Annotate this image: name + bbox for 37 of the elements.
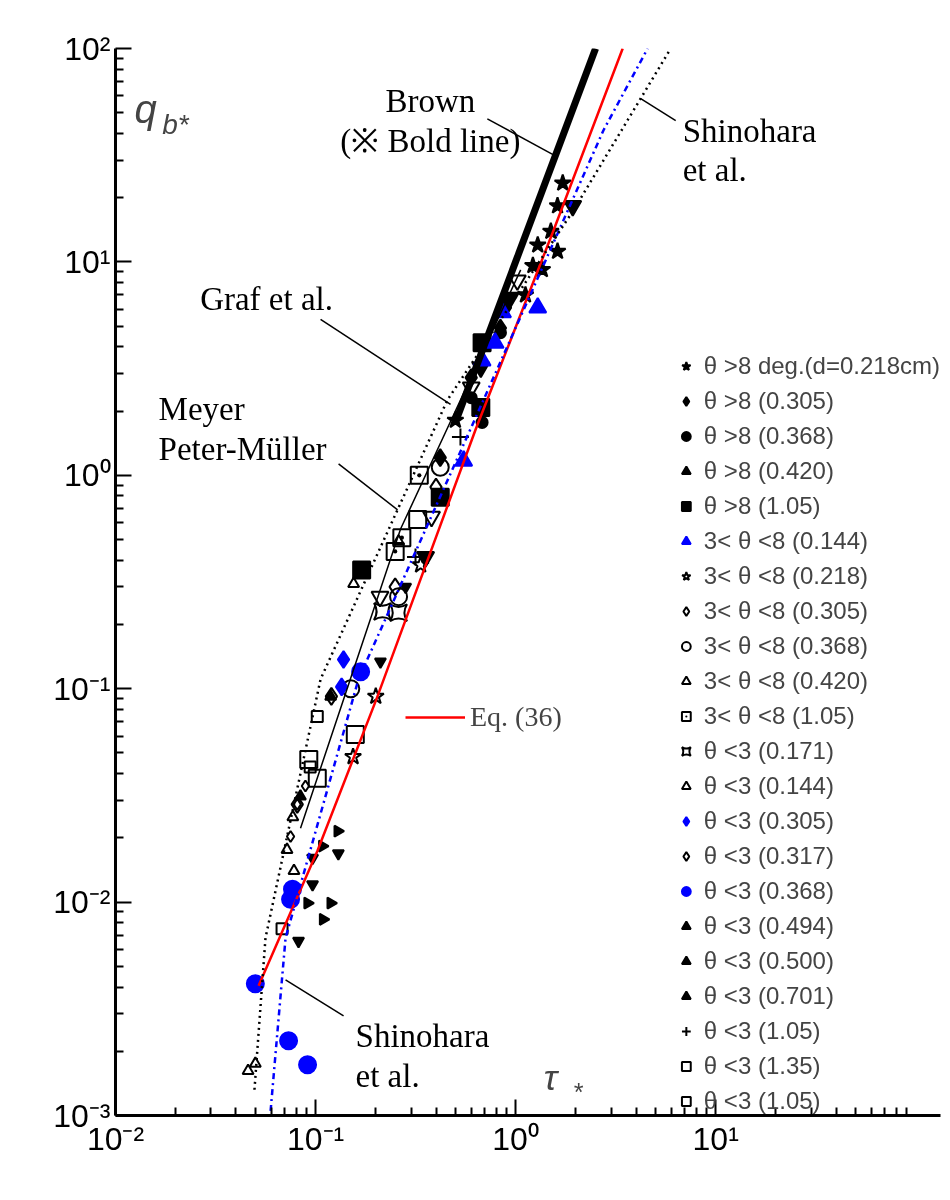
legend-label: θ <3 (0.317) (703, 841, 834, 870)
legend-label: θ <3 (1.35) (703, 1051, 821, 1080)
annotation: Graf et al. (200, 281, 333, 318)
legend-label: 3< θ <8 (0.144) (703, 526, 868, 555)
legend-label: 3< θ <8 (0.368) (703, 631, 868, 660)
y-tick-label: 10⁻¹ (53, 670, 111, 707)
x-axis-title: τ* (543, 1057, 584, 1106)
legend-label: 3< θ <8 (0.420) (703, 666, 868, 695)
legend-label: θ <3 (1.05) (703, 1016, 821, 1045)
y-tick-label: 10⁻² (53, 884, 111, 921)
x-tick-label: 10⁰ (492, 1120, 539, 1157)
legend-label: 3< θ <8 (0.218) (703, 561, 868, 590)
y-tick-label: 10² (64, 30, 111, 67)
legend-label: θ >8 (0.305) (703, 386, 834, 415)
legend-label: θ >8 (1.05) (703, 491, 821, 520)
legend-label: θ >8 (0.368) (703, 421, 834, 450)
annotation: Meyer Peter-Müller (158, 391, 327, 467)
y-tick-label: 10¹ (64, 243, 111, 280)
x-tick-label: 10¹ (692, 1120, 739, 1157)
annotation: Shinohara et al. (355, 1018, 490, 1094)
legend-label: θ <3 (0.701) (703, 981, 834, 1010)
annotation: Brown (※ Bold line) (340, 83, 521, 160)
legend-label: θ <3 (0.144) (703, 771, 834, 800)
legend-label: Eq. (36) (470, 701, 562, 733)
legend-label: θ <3 (0.171) (703, 736, 834, 765)
legend-label: 3< θ <8 (1.05) (703, 701, 855, 730)
legend-label: θ <3 (1.05) (703, 1086, 821, 1115)
legend-label: θ >8 deg.(d=0.218cm) (703, 351, 940, 380)
legend-label: 3< θ <8 (0.305) (703, 596, 868, 625)
x-tick-label: 10⁻¹ (286, 1120, 345, 1157)
legend-label: θ <3 (0.494) (703, 911, 834, 940)
annotation: Shinohara et al. (682, 112, 817, 189)
legend-label: θ <3 (0.305) (703, 806, 834, 835)
legend-label: θ <3 (0.368) (703, 876, 834, 905)
y-tick-label: 10⁰ (63, 457, 111, 494)
legend-label: θ >8 (0.420) (703, 456, 834, 485)
legend-label: θ <3 (0.500) (703, 946, 834, 975)
